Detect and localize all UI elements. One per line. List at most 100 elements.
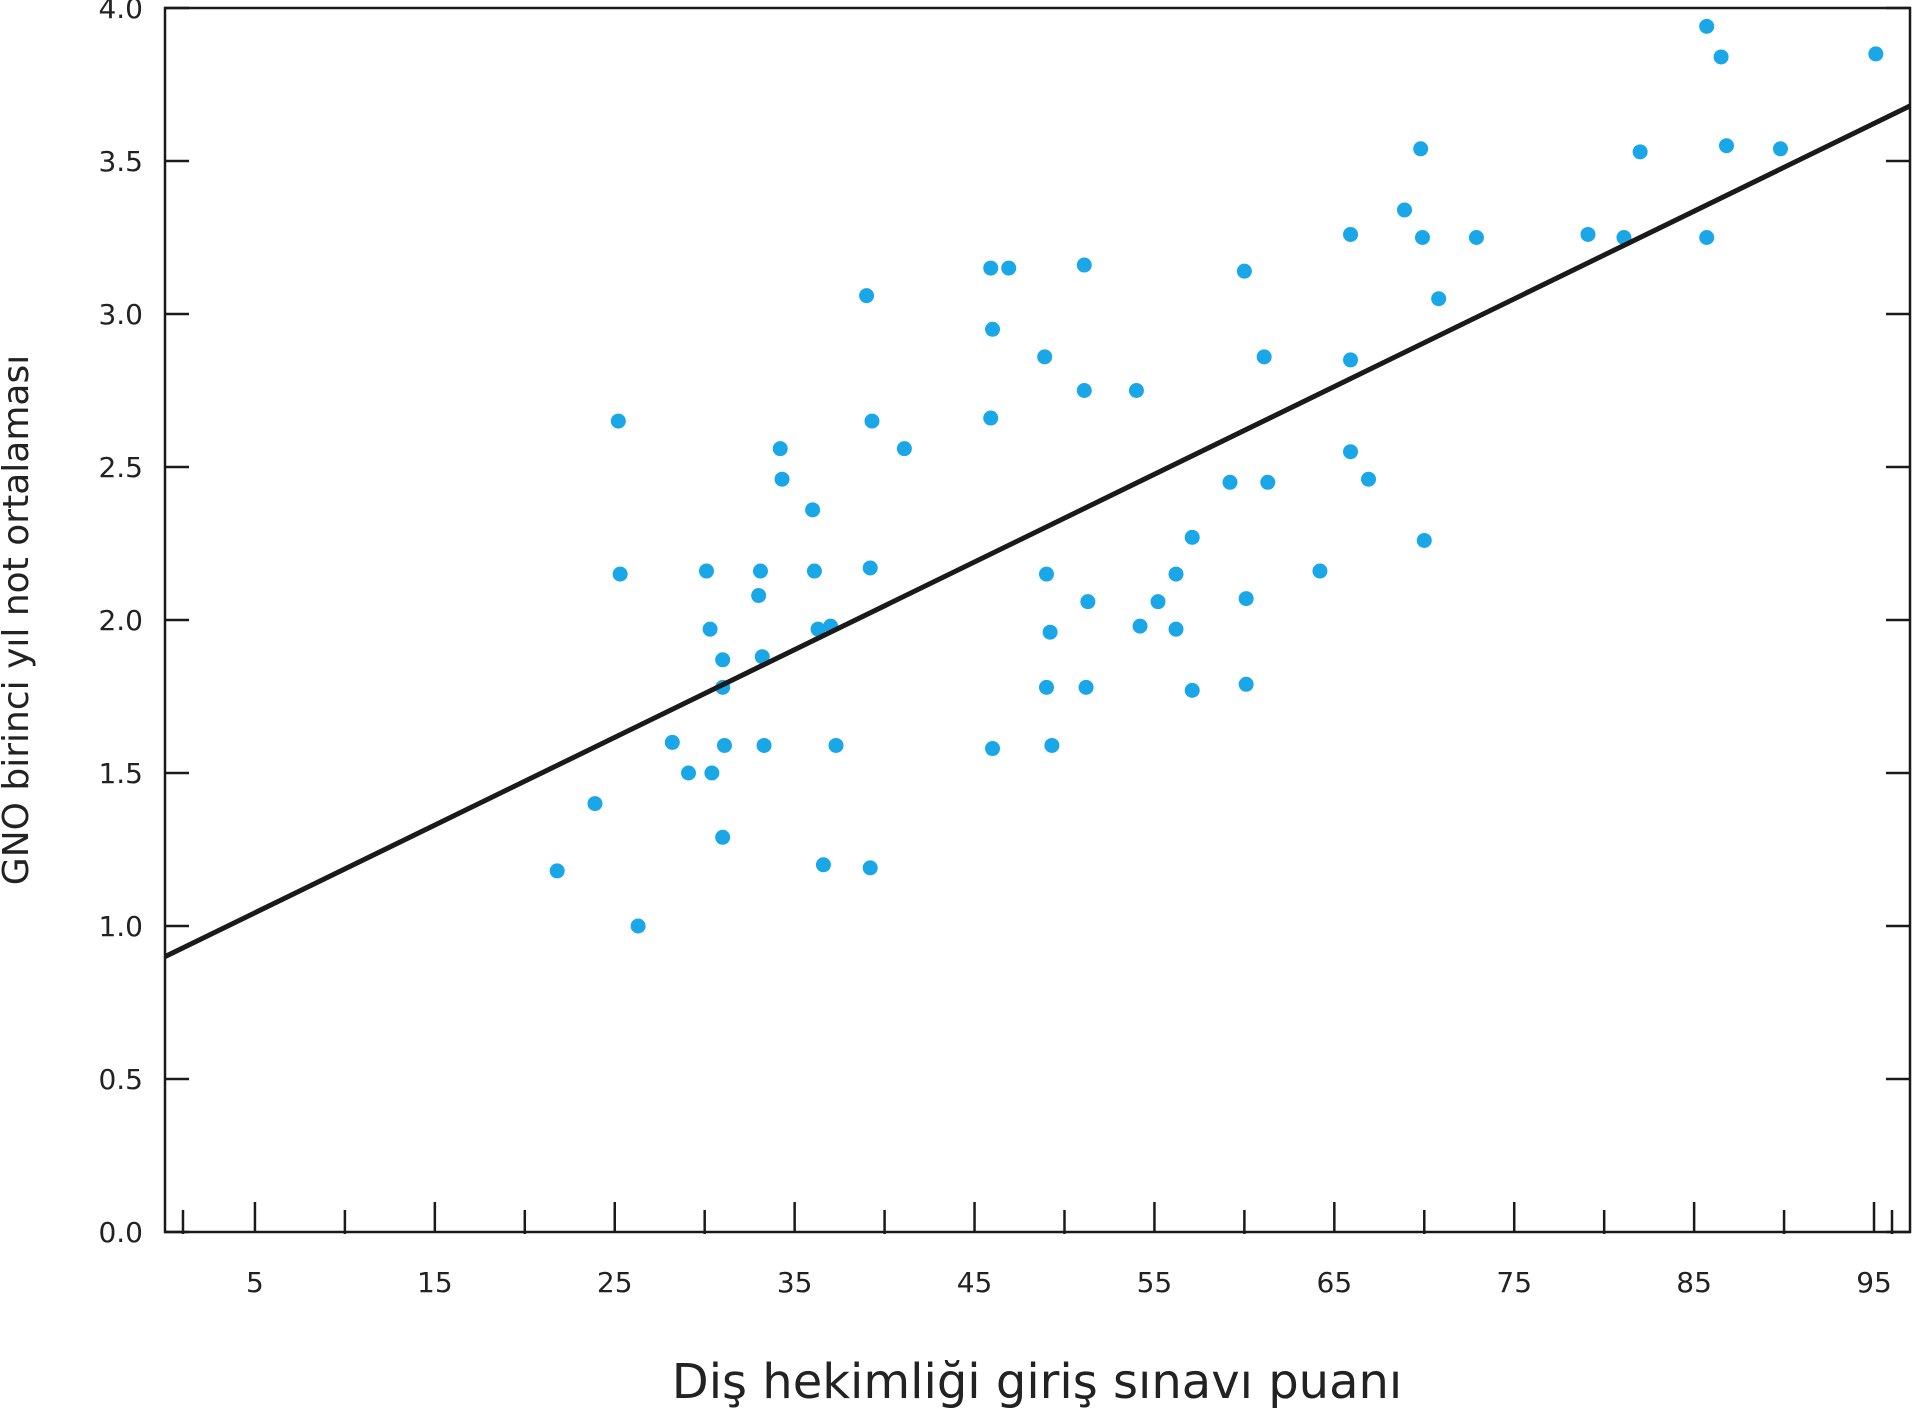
data-point: [772, 441, 788, 457]
data-point: [610, 413, 626, 429]
data-point: [1343, 352, 1359, 368]
data-point: [681, 765, 696, 781]
data-point: [1236, 263, 1252, 279]
data-point: [1184, 682, 1200, 698]
data-point: [754, 649, 770, 665]
y-tick-label: 3.5: [98, 145, 143, 178]
data-point: [1260, 474, 1276, 490]
data-point: [1719, 138, 1735, 154]
data-point: [698, 563, 714, 579]
data-point: [630, 918, 646, 934]
data-points: [549, 18, 1884, 934]
y-axis-title: GNO birinci yıl not ortalaması: [0, 355, 37, 885]
data-point: [1076, 257, 1092, 273]
data-point: [983, 410, 999, 426]
data-point: [805, 502, 821, 518]
x-tick-label: 95: [1856, 1266, 1892, 1299]
data-point: [983, 260, 999, 276]
data-point: [1184, 529, 1200, 545]
data-point: [1414, 230, 1430, 245]
data-point: [1168, 621, 1184, 637]
data-point: [774, 471, 790, 487]
x-tick-label: 85: [1676, 1266, 1712, 1299]
data-point: [1238, 591, 1254, 607]
data-point: [1413, 141, 1429, 157]
data-point: [1361, 471, 1377, 487]
data-point: [1396, 202, 1412, 218]
y-tick-label: 2.0: [98, 604, 143, 637]
data-point: [1312, 563, 1328, 579]
data-point: [612, 566, 628, 582]
data-point: [1080, 594, 1096, 610]
data-point: [1128, 383, 1144, 398]
data-point: [1868, 46, 1884, 62]
data-point: [704, 765, 720, 781]
data-point: [1699, 230, 1715, 245]
data-point: [896, 441, 912, 457]
data-point: [1132, 618, 1148, 634]
x-tick-label: 25: [597, 1266, 633, 1299]
data-point: [1076, 383, 1092, 398]
axis-ticks: [165, 6, 1910, 1234]
y-tick-label: 1.5: [98, 757, 143, 790]
x-tick-label: 35: [777, 1266, 813, 1299]
data-point: [1343, 444, 1359, 460]
data-point: [1042, 624, 1058, 640]
y-tick-label: 0.5: [98, 1063, 143, 1096]
y-tick-label: 2.5: [98, 451, 143, 484]
data-point: [1168, 566, 1184, 582]
x-tick-label: 15: [417, 1266, 453, 1299]
data-point: [1699, 18, 1715, 34]
y-tick-label: 0.0: [98, 1216, 143, 1249]
data-point: [985, 741, 1001, 757]
x-axis-title: Diş hekimliği giriş sınavı puanı: [672, 1354, 1403, 1409]
data-point: [716, 737, 732, 753]
plot-frame: [163, 6, 1912, 1234]
data-point: [1580, 226, 1596, 242]
data-point: [702, 621, 718, 637]
trend-line: [163, 103, 1912, 959]
data-point: [715, 829, 731, 845]
data-point: [1632, 144, 1648, 160]
data-point: [1256, 349, 1272, 365]
data-point: [1416, 532, 1432, 548]
data-point: [1038, 679, 1054, 695]
data-point: [1343, 226, 1359, 242]
data-point: [1468, 230, 1484, 245]
data-point: [985, 321, 1001, 337]
data-point: [1431, 291, 1447, 307]
data-point: [862, 860, 878, 876]
data-point: [1044, 737, 1060, 753]
data-point: [815, 857, 831, 873]
data-point: [1037, 349, 1053, 365]
data-point: [1713, 49, 1729, 65]
data-point: [810, 621, 826, 637]
data-point: [1772, 141, 1788, 157]
data-point: [549, 863, 565, 879]
data-point: [862, 560, 878, 576]
data-point: [864, 413, 880, 429]
y-tick-label: 1.0: [98, 910, 143, 943]
axis-tick-labels: 0.0 0.5 1.0 1.5 2.0 2.5 3.0 3.5 4.0 5 15 25 35 45 55 65…: [98, 0, 1891, 1299]
data-point: [1001, 260, 1017, 276]
x-tick-label: 55: [1137, 1266, 1173, 1299]
data-point: [752, 563, 768, 579]
x-tick-label: 65: [1317, 1266, 1353, 1299]
data-point: [806, 563, 822, 579]
data-point: [859, 288, 875, 304]
y-tick-label: 3.0: [98, 298, 143, 331]
x-tick-label: 45: [957, 1266, 993, 1299]
data-point: [756, 737, 772, 753]
data-point: [1078, 679, 1094, 695]
data-point: [751, 588, 767, 604]
data-point: [587, 796, 603, 812]
data-point: [1238, 676, 1254, 692]
data-point: [715, 652, 731, 668]
data-point: [1222, 474, 1238, 490]
data-point: [664, 734, 680, 750]
data-point: [1150, 594, 1166, 610]
x-tick-label: 5: [246, 1266, 264, 1299]
data-point: [828, 737, 844, 753]
data-point: [1038, 566, 1054, 582]
